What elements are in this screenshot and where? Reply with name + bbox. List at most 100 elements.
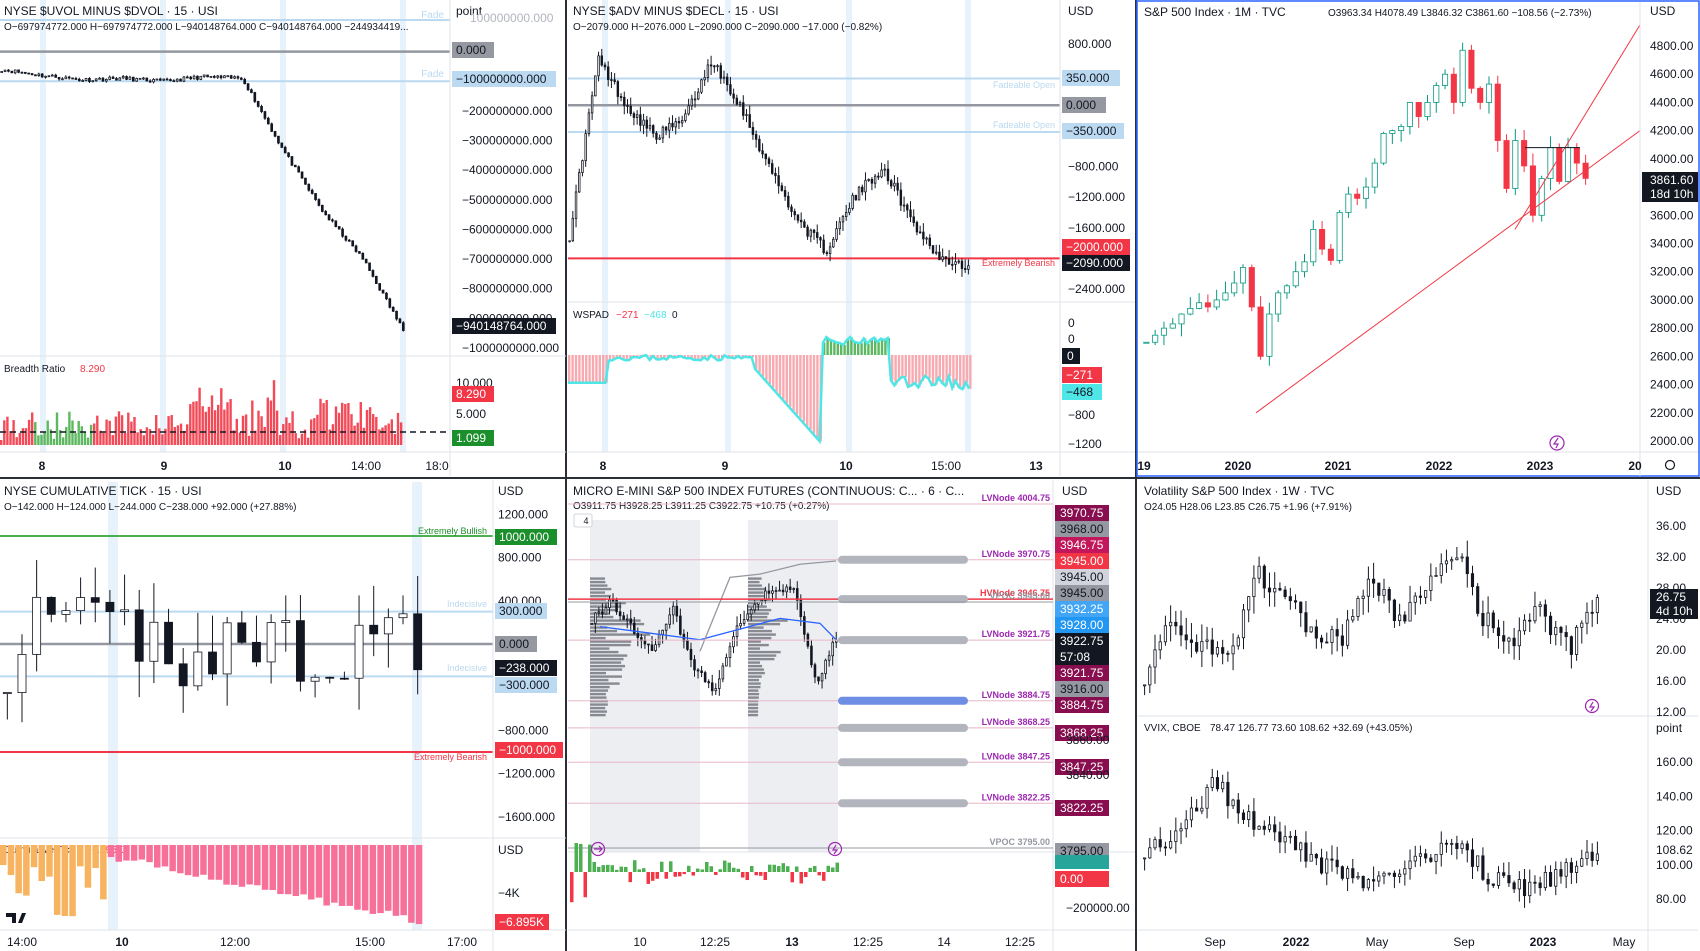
tick-panel[interactable]: NYSE CUMULATIVE TICK · 15 · USI O−142.00… bbox=[0, 480, 566, 951]
spx-axis-unit[interactable]: USD bbox=[1650, 4, 1676, 18]
candle-body bbox=[344, 235, 348, 241]
tick-indecisive-1: Indecisive bbox=[447, 599, 487, 609]
candle-body bbox=[361, 252, 365, 260]
ratio-bar bbox=[124, 432, 127, 445]
badge-text: 3932.25 bbox=[1060, 602, 1104, 616]
cum-bar bbox=[192, 845, 199, 877]
candle-body bbox=[90, 597, 100, 603]
candle-body bbox=[1143, 341, 1150, 344]
ratio-bar bbox=[399, 422, 403, 445]
candle-body bbox=[158, 78, 162, 81]
adv-axis-unit[interactable]: USD bbox=[1068, 4, 1094, 18]
candle-body bbox=[664, 126, 668, 131]
wspad-v1: −271 bbox=[616, 310, 639, 321]
settings-gear-icon[interactable] bbox=[1664, 459, 1676, 471]
candle-body bbox=[578, 172, 581, 193]
svg-text:26.75: 26.75 bbox=[1656, 590, 1686, 604]
mes-x-axis[interactable]: 10 12:25 13 12:25 14 12:25 bbox=[633, 935, 1035, 949]
candle-body bbox=[671, 122, 674, 128]
wspad-plot bbox=[568, 335, 972, 445]
tick-tick: 1200.000 bbox=[498, 507, 548, 521]
candle-body bbox=[1559, 869, 1563, 877]
candle-body bbox=[1266, 313, 1273, 357]
vix-x-axis[interactable]: Sep 2022 May Sep 2023 May bbox=[1204, 935, 1635, 949]
candle-body bbox=[674, 121, 677, 128]
ratio-bar bbox=[148, 429, 152, 445]
candle-body bbox=[795, 588, 799, 601]
volume-delta-bar bbox=[745, 872, 749, 881]
badge-text: 3968.00 bbox=[1060, 522, 1104, 536]
candle-body bbox=[788, 586, 792, 591]
candle-body bbox=[742, 619, 746, 624]
candle-body bbox=[1413, 595, 1417, 603]
cum-bar bbox=[331, 845, 338, 903]
candle-body bbox=[780, 185, 784, 191]
candle-body bbox=[290, 156, 294, 166]
candle-body bbox=[1335, 859, 1339, 868]
badge-bg bbox=[1055, 617, 1109, 633]
badge-text: 3922.75 bbox=[1060, 634, 1104, 648]
ratio-bar bbox=[139, 429, 142, 445]
candle-body bbox=[1507, 637, 1511, 642]
vvix-y-axis[interactable]: 160.00 140.00 120.00 100.00 80.00 bbox=[1656, 755, 1693, 906]
mes-replay-icon[interactable] bbox=[827, 841, 843, 857]
ratio-bar bbox=[55, 412, 59, 445]
spx-panel[interactable]: S&P 500 Index · 1M · TVC O3963.34 H4078.… bbox=[1137, 2, 1698, 476]
wspad-bar bbox=[969, 355, 972, 389]
tick-x-axis[interactable]: 14:00 10 12:00 15:00 17:00 bbox=[7, 935, 477, 949]
vix-axis-unit[interactable]: USD bbox=[1656, 484, 1682, 498]
badge-bg bbox=[1055, 665, 1109, 681]
adv-badge-0: 0.000 bbox=[1062, 97, 1106, 113]
mes-y-axis-badges[interactable]: 3970.75 3968.00 3946.75 3945.00 3945.00 3945.… bbox=[1055, 505, 1109, 887]
uvol-axis-unit[interactable]: point bbox=[456, 4, 483, 18]
volume-profile-bar bbox=[748, 587, 767, 591]
candle-body bbox=[1301, 261, 1308, 273]
adv-x-axis[interactable]: 8 9 10 15:00 13 bbox=[600, 459, 1043, 473]
candle-body bbox=[169, 79, 172, 82]
mes-axis-unit[interactable]: USD bbox=[1062, 484, 1088, 498]
candle-body bbox=[222, 622, 232, 675]
uvol-panel[interactable]: NYSE $UVOL MINUS $DVOL · 15 · USI O−6979… bbox=[0, 0, 566, 476]
candle-body bbox=[813, 664, 817, 678]
mes-collapse-toggle[interactable]: 4 bbox=[573, 513, 593, 528]
mes-panel[interactable]: MICRO E-MINI S&P 500 INDEX FUTURES (CONT… bbox=[568, 480, 1135, 951]
wspad-badge-271: −271 bbox=[1062, 367, 1102, 383]
vix-panel[interactable]: Volatility S&P 500 Index · 1W · TVC O24.… bbox=[1138, 480, 1698, 951]
spx-replay-icon[interactable] bbox=[1549, 435, 1565, 451]
cum-bar bbox=[385, 845, 392, 911]
candle-body bbox=[182, 76, 186, 82]
candle-body bbox=[1408, 601, 1412, 622]
uvol-x-axis[interactable]: 8 9 10 14:00 18:0 bbox=[39, 459, 449, 473]
candle-body bbox=[105, 601, 115, 612]
mes-volume-delta bbox=[570, 843, 839, 903]
candle-body bbox=[209, 75, 213, 78]
ratio-bar bbox=[269, 400, 273, 445]
svg-text:−350.000: −350.000 bbox=[1066, 124, 1117, 138]
candle-body bbox=[233, 76, 236, 79]
candle-body bbox=[703, 77, 706, 81]
cum-bar bbox=[77, 845, 84, 867]
mes-session-icon-left[interactable] bbox=[590, 841, 606, 857]
candle-body bbox=[1143, 857, 1147, 860]
vix-tick: 36.00 bbox=[1656, 519, 1686, 533]
candle-body bbox=[364, 258, 368, 264]
spx-x-axis[interactable]: 19 2020 2021 2022 2023 20 bbox=[1137, 459, 1642, 473]
adv-y-axis[interactable]: 800.000 −800.000 −1200.000 −1600.000 −2400.0… bbox=[1068, 37, 1125, 296]
vix-replay-icon[interactable] bbox=[1584, 698, 1600, 714]
node-zone bbox=[838, 555, 968, 564]
candle-body bbox=[27, 72, 31, 75]
adv-panel[interactable]: NYSE $ADV MINUS $DECL · 15 · USI O−2079.… bbox=[568, 0, 1135, 476]
mes-price-badge: 3822.25 bbox=[1055, 800, 1109, 816]
candle-body bbox=[1340, 635, 1344, 646]
wspad-bar bbox=[938, 355, 941, 378]
vvix-unit[interactable]: point bbox=[1656, 721, 1683, 735]
tick-axis-unit[interactable]: USD bbox=[498, 484, 524, 498]
uvol-tick: −800000000.000 bbox=[462, 282, 553, 296]
cum-unit[interactable]: USD bbox=[498, 843, 524, 857]
uvol-y-axis[interactable]: −100000000.000−200000000.000−300000000.0… bbox=[462, 74, 559, 355]
spx-y-axis[interactable]: 4800.00 4600.00 4400.00 4200.00 4000.00 3600.… bbox=[1650, 39, 1694, 448]
vix-xtick-2: May bbox=[1366, 935, 1389, 949]
candle-body bbox=[963, 268, 967, 270]
tick-xtick-4: 17:00 bbox=[447, 935, 477, 949]
wspad-badge-0: 0 bbox=[1062, 348, 1080, 364]
